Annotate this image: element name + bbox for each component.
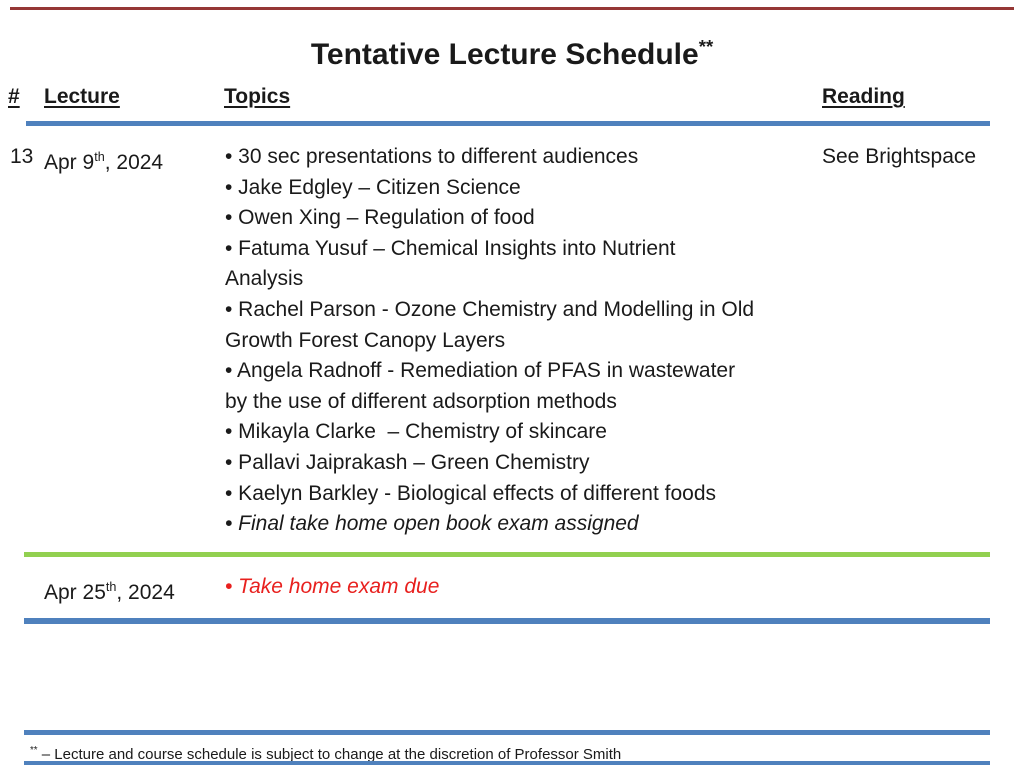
exam-date-day: Apr 25 — [44, 581, 106, 604]
column-header-reading: Reading — [822, 85, 905, 108]
bottom-blue-rule — [24, 761, 990, 765]
exam-date: Apr 25th, 2024 — [44, 572, 175, 609]
exam-date-ordinal: th — [105, 580, 117, 594]
footer-top-rule — [24, 730, 990, 735]
topic-line: • Rachel Parson - Ozone Chemistry and Mo… — [225, 297, 755, 321]
topic-line: • Pallavi Jaiprakash – Green Chemistry — [225, 450, 590, 474]
header-divider-rule — [26, 121, 990, 126]
footnote-text: – Lecture and course schedule is subject… — [37, 746, 622, 763]
exam-date-year: , 2024 — [116, 581, 175, 604]
slide-title: Tentative Lecture Schedule** — [0, 29, 1024, 73]
topic-line: • Fatuma Yusuf – Chemical Insights into … — [225, 236, 676, 260]
topic-line: Analysis — [225, 267, 304, 291]
lecture-date: Apr 9th, 2024 — [44, 142, 163, 179]
lecture-date-ordinal: th — [94, 150, 105, 164]
title-footnote-marker: ** — [698, 36, 714, 57]
reading-value: See Brightspace — [822, 145, 977, 168]
lecture-date-day: Apr 9 — [44, 151, 95, 174]
footnote-marker: ** — [30, 745, 38, 756]
topic-line: • Final take home open book exam assigne… — [225, 512, 639, 536]
lecture-date-year: , 2024 — [104, 151, 164, 174]
column-header-topics: Topics — [224, 85, 291, 108]
top-red-rule — [10, 7, 1014, 10]
topic-line: by the use of different adsorption metho… — [225, 389, 617, 413]
row-divider-green-rule — [24, 552, 990, 557]
topic-line: • Mikayla Clarke – Chemistry of skincare — [225, 420, 607, 444]
column-header-lecture: Lecture — [44, 85, 120, 108]
topic-line: Growth Forest Canopy Layers — [225, 328, 506, 352]
footnote: ** – Lecture and course schedule is subj… — [30, 742, 621, 764]
table-bottom-rule — [24, 618, 990, 624]
topic-line: • 30 sec presentations to different audi… — [225, 145, 639, 168]
topics-list: • 30 sec presentations to different audi… — [225, 142, 754, 540]
topic-line: • Jake Edgley – Citizen Science — [225, 175, 521, 199]
topic-line: • Kaelyn Barkley - Biological effects of… — [225, 481, 717, 505]
column-header-number: # — [8, 85, 20, 108]
topic-line: • Owen Xing – Regulation of food — [225, 206, 535, 230]
topic-line: • Angela Radnoff - Remediation of PFAS i… — [225, 359, 736, 383]
exam-topics-list: • Take home exam due — [225, 572, 439, 603]
topic-line: • Take home exam due — [225, 575, 440, 598]
slide-title-text: Tentative Lecture Schedule — [310, 38, 699, 71]
lecture-number: 13 — [10, 145, 34, 168]
